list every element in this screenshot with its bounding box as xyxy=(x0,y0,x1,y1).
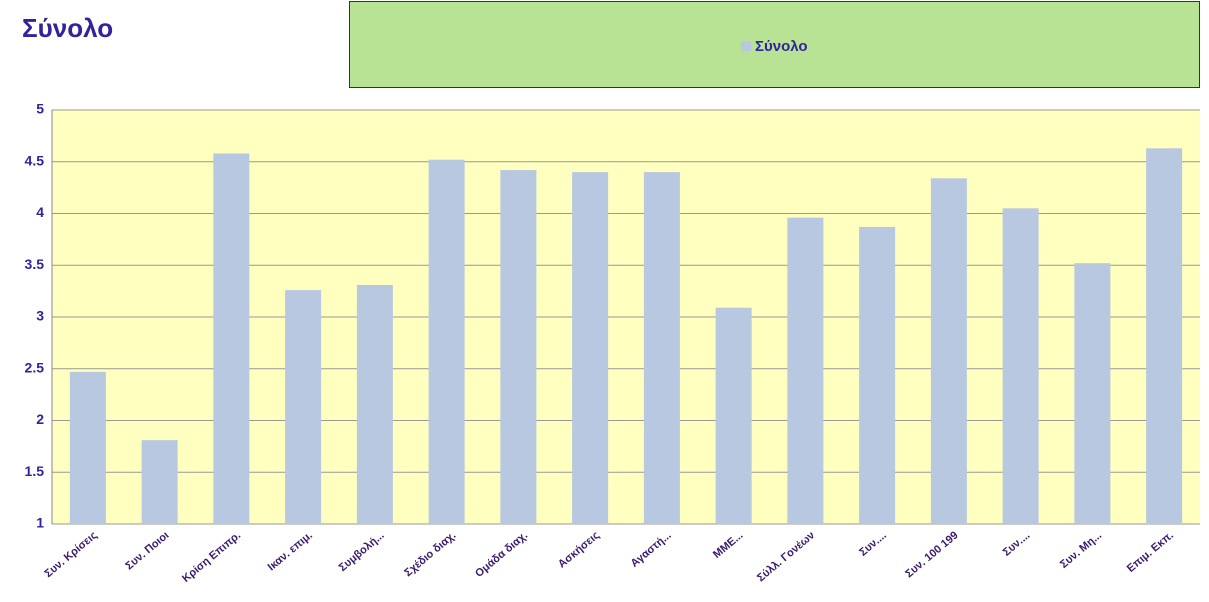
y-tick-label: 2 xyxy=(36,411,44,427)
bar xyxy=(428,159,465,524)
x-tick-label: Σχέδιο διαχ. xyxy=(402,529,458,579)
x-tick-label: Ομάδα διαχ. xyxy=(473,529,530,580)
x-tick-label: Ικαν. επιμ. xyxy=(266,529,315,573)
legend-swatch xyxy=(741,41,751,51)
y-tick-label: 5 xyxy=(36,101,44,117)
bar xyxy=(356,284,393,524)
x-tick-label: Συν. Μη... xyxy=(1058,529,1104,571)
bar xyxy=(643,172,680,524)
x-tick-label: ΜΜΕ... xyxy=(711,529,745,561)
bar xyxy=(285,290,322,524)
y-tick-label: 4 xyxy=(36,204,44,220)
x-tick-label: Συν.... xyxy=(857,529,889,558)
bar xyxy=(1002,208,1039,524)
bar xyxy=(572,172,609,524)
bar xyxy=(787,217,824,524)
y-tick-label: 1 xyxy=(36,515,44,531)
x-tick-label: Κρίση Επιπρ. xyxy=(180,529,243,585)
y-tick-label: 4.5 xyxy=(25,152,45,168)
y-tick-label: 3.5 xyxy=(25,256,45,272)
bar xyxy=(859,226,896,524)
x-tick-label: Συν. Ποιοι xyxy=(123,529,171,572)
x-tick-label: Συν.... xyxy=(1001,529,1033,558)
bar xyxy=(930,178,967,524)
chart-title: Σύνολο xyxy=(22,13,113,43)
bar xyxy=(1074,263,1111,524)
x-tick-label: Συμβολή... xyxy=(337,529,387,574)
bar xyxy=(715,307,752,524)
bar xyxy=(69,371,106,524)
x-tick-label: Συν. 100 199 xyxy=(903,529,961,580)
bar xyxy=(141,440,178,524)
legend-label: Σύνολο xyxy=(755,38,808,55)
x-tick-label: Ασκήσεις xyxy=(556,529,602,570)
legend xyxy=(349,1,1200,88)
x-tick-label: Συν. Κρίσεις xyxy=(43,529,100,580)
y-tick-label: 1.5 xyxy=(25,463,45,479)
y-tick-label: 3 xyxy=(36,308,44,324)
bar xyxy=(500,170,537,524)
x-tick-label: Επιμ. Εκπ. xyxy=(1125,529,1176,575)
x-tick-label: Σύλλ. Γονέων xyxy=(755,529,817,584)
bar xyxy=(213,153,250,524)
bar xyxy=(1146,148,1183,525)
y-tick-label: 2.5 xyxy=(25,359,45,375)
x-tick-label: Αγαστή... xyxy=(629,529,674,570)
